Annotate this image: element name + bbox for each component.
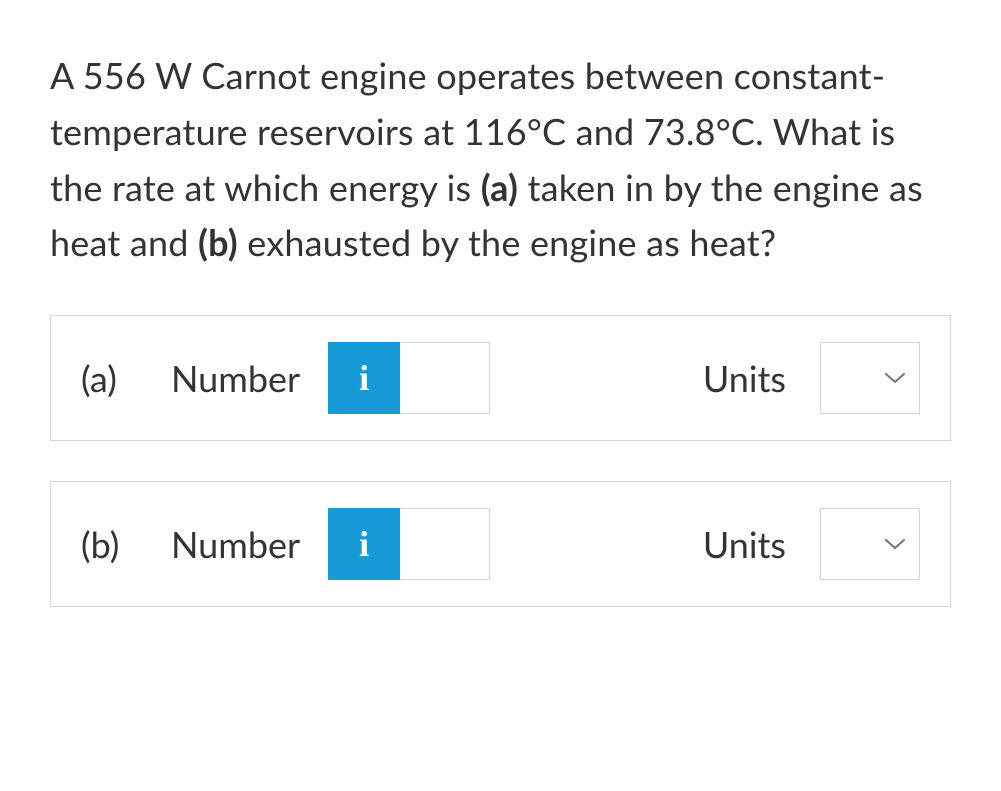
units-select-b[interactable] — [820, 508, 920, 580]
answer-row-b: (b) Number i Units — [50, 481, 951, 607]
part-label-b: (b) — [81, 522, 135, 566]
units-select-wrap-b — [820, 508, 920, 580]
part-label-a: (a) — [81, 356, 135, 400]
number-input-group-a: i — [328, 342, 490, 414]
question-bold-a: (a) — [481, 165, 518, 209]
number-label-b: Number — [171, 522, 300, 566]
units-label-b: Units — [703, 522, 786, 566]
info-icon[interactable]: i — [328, 342, 400, 414]
units-select-wrap-a — [820, 342, 920, 414]
number-input-group-b: i — [328, 508, 490, 580]
number-label-a: Number — [171, 356, 300, 400]
question-text: A 556 W Carnot engine operates between c… — [50, 48, 951, 271]
units-select-a[interactable] — [820, 342, 920, 414]
question-bold-b: (b) — [198, 220, 238, 264]
question-post: exhausted by the engine as heat? — [238, 220, 776, 264]
number-input-a[interactable] — [400, 342, 490, 414]
info-icon[interactable]: i — [328, 508, 400, 580]
number-input-b[interactable] — [400, 508, 490, 580]
answer-row-a: (a) Number i Units — [50, 315, 951, 441]
units-label-a: Units — [703, 356, 786, 400]
